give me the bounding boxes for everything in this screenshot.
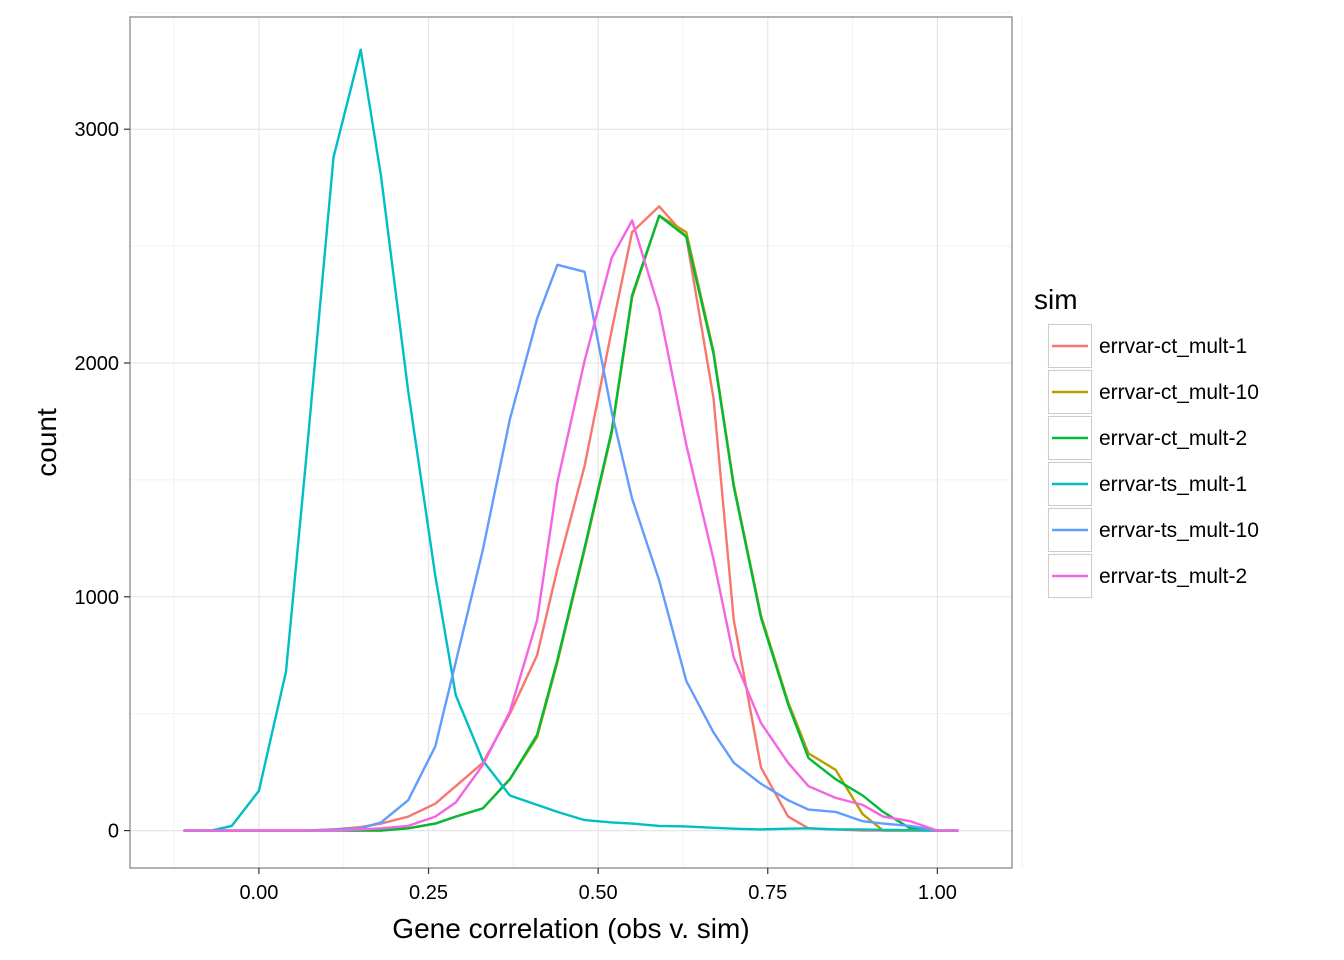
x-axis-title: Gene correlation (obs v. sim) bbox=[392, 913, 749, 944]
legend-label: errvar-ct_mult-10 bbox=[1099, 381, 1259, 404]
x-tick-label: 0.25 bbox=[409, 882, 448, 904]
y-tick-label: 0 bbox=[108, 821, 119, 843]
plot-panel bbox=[130, 17, 1012, 868]
x-tick-label: 0.50 bbox=[579, 882, 618, 904]
y-tick-label: 2000 bbox=[75, 353, 120, 375]
major-gridlines bbox=[130, 17, 1012, 868]
x-tick-label: 0.00 bbox=[239, 882, 278, 904]
series-line-errvar-ts_mult-1 bbox=[183, 48, 959, 832]
legend-label: errvar-ts_mult-1 bbox=[1099, 473, 1247, 496]
legend-title: sim bbox=[1034, 284, 1078, 315]
plot-panel-border bbox=[129, 16, 1013, 869]
y-tick-label: 1000 bbox=[75, 587, 120, 609]
x-tick-label: 0.75 bbox=[748, 882, 787, 904]
y-axis: 0 1000 2000 3000 bbox=[75, 119, 130, 843]
series-line-errvar-ts_mult-2 bbox=[183, 219, 959, 832]
legend: sim errvar-ct_mult-1errvar-ct_mult-10err… bbox=[1034, 284, 1259, 600]
legend-label: errvar-ct_mult-2 bbox=[1099, 427, 1247, 450]
x-axis: 0.00 0.25 0.50 0.75 1.00 bbox=[239, 868, 957, 904]
legend-label: errvar-ts_mult-2 bbox=[1099, 565, 1247, 588]
series-lines bbox=[183, 48, 959, 832]
legend-items: errvar-ct_mult-1 errvar-ct_mult-10 errvar-… bbox=[1046, 322, 1259, 600]
legend-label: errvar-ct_mult-1 bbox=[1099, 335, 1247, 358]
x-tick-label: 1.00 bbox=[918, 882, 957, 904]
legend-label: errvar-ts_mult-10 bbox=[1099, 519, 1259, 542]
y-tick-label: 3000 bbox=[75, 119, 120, 141]
y-axis-title: count bbox=[31, 408, 62, 477]
